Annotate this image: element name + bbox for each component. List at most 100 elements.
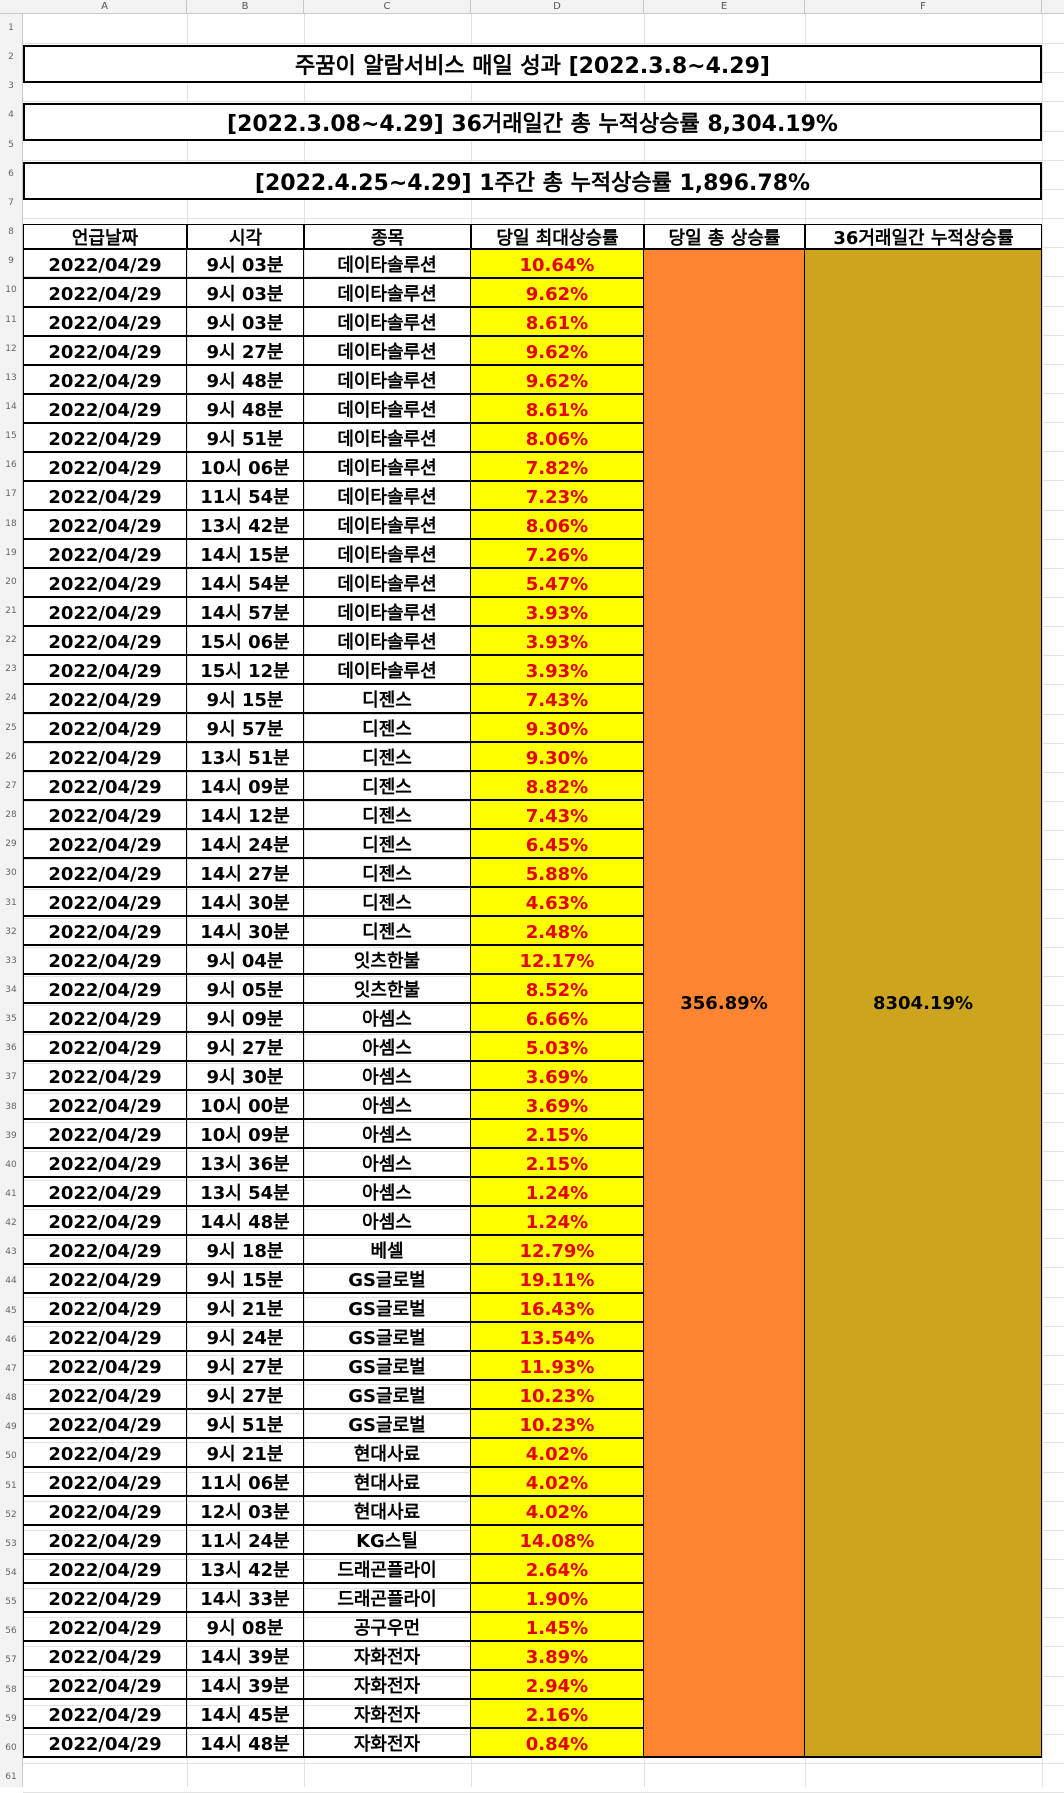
- time-cell[interactable]: 14시 30분: [187, 917, 304, 947]
- mention-date-cell[interactable]: 2022/04/29: [23, 1439, 187, 1469]
- time-cell[interactable]: 11시 06분: [187, 1468, 304, 1498]
- row-number[interactable]: 33: [5, 955, 17, 966]
- row-number[interactable]: 54: [5, 1567, 17, 1578]
- row-number[interactable]: 28: [5, 810, 17, 821]
- time-cell[interactable]: 9시 27분: [187, 1033, 304, 1063]
- time-cell[interactable]: 15시 12분: [187, 656, 304, 686]
- time-cell[interactable]: 9시 08분: [187, 1613, 304, 1643]
- column-header-e[interactable]: E: [644, 0, 805, 13]
- row-number[interactable]: 51: [5, 1480, 17, 1491]
- max-gain-cell[interactable]: 4.02%: [471, 1497, 644, 1527]
- max-gain-cell[interactable]: 0.84%: [471, 1729, 644, 1759]
- stock-name-cell[interactable]: 아셈스: [304, 1091, 471, 1121]
- stock-name-cell[interactable]: 데이타솔루션: [304, 424, 471, 454]
- row-number[interactable]: 30: [5, 868, 17, 879]
- mention-date-cell[interactable]: 2022/04/29: [23, 1555, 187, 1585]
- mention-date-cell[interactable]: 2022/04/29: [23, 250, 187, 280]
- row-number[interactable]: 43: [5, 1247, 17, 1258]
- time-cell[interactable]: 9시 27분: [187, 337, 304, 367]
- mention-date-cell[interactable]: 2022/04/29: [23, 1091, 187, 1121]
- row-number[interactable]: 37: [5, 1072, 17, 1083]
- mention-date-cell[interactable]: 2022/04/29: [23, 801, 187, 831]
- stock-name-cell[interactable]: GS글로벌: [304, 1410, 471, 1440]
- mention-date-cell[interactable]: 2022/04/29: [23, 1323, 187, 1353]
- mention-date-cell[interactable]: 2022/04/29: [23, 859, 187, 889]
- max-gain-cell[interactable]: 5.47%: [471, 569, 644, 599]
- time-cell[interactable]: 14시 24분: [187, 830, 304, 860]
- time-cell[interactable]: 14시 39분: [187, 1642, 304, 1672]
- time-cell[interactable]: 9시 48분: [187, 366, 304, 396]
- stock-name-cell[interactable]: 데이타솔루션: [304, 656, 471, 686]
- max-gain-cell[interactable]: 7.82%: [471, 453, 644, 483]
- time-cell[interactable]: 14시 39분: [187, 1671, 304, 1701]
- row-number[interactable]: 7: [8, 197, 14, 208]
- stock-name-cell[interactable]: 디젠스: [304, 888, 471, 918]
- max-gain-cell[interactable]: 8.82%: [471, 772, 644, 802]
- max-gain-cell[interactable]: 8.06%: [471, 424, 644, 454]
- max-gain-cell[interactable]: 9.62%: [471, 337, 644, 367]
- time-cell[interactable]: 13시 42분: [187, 511, 304, 541]
- row-number[interactable]: 41: [5, 1189, 17, 1199]
- time-cell[interactable]: 13시 36분: [187, 1149, 304, 1179]
- row-number[interactable]: 34: [5, 984, 17, 995]
- column-header-c[interactable]: C: [304, 0, 471, 13]
- max-gain-cell[interactable]: 6.45%: [471, 830, 644, 860]
- mention-date-cell[interactable]: 2022/04/29: [23, 888, 187, 918]
- stock-name-cell[interactable]: 데이타솔루션: [304, 569, 471, 599]
- mention-date-cell[interactable]: 2022/04/29: [23, 714, 187, 744]
- stock-name-cell[interactable]: 드래곤플라이: [304, 1584, 471, 1614]
- stock-name-cell[interactable]: 데이타솔루션: [304, 482, 471, 512]
- row-number[interactable]: 45: [5, 1305, 17, 1316]
- row-number[interactable]: 5: [8, 139, 14, 150]
- row-number[interactable]: 29: [5, 839, 17, 850]
- stock-name-cell[interactable]: 아셈스: [304, 1033, 471, 1063]
- mention-date-cell[interactable]: 2022/04/29: [23, 1120, 187, 1150]
- mention-date-cell[interactable]: 2022/04/29: [23, 1700, 187, 1730]
- time-cell[interactable]: 10시 09분: [187, 1120, 304, 1150]
- time-cell[interactable]: 9시 57분: [187, 714, 304, 744]
- row-number[interactable]: 57: [5, 1655, 17, 1666]
- max-gain-cell[interactable]: 2.48%: [471, 917, 644, 947]
- max-gain-cell[interactable]: 7.43%: [471, 801, 644, 831]
- time-cell[interactable]: 9시 05분: [187, 975, 304, 1005]
- mention-date-cell[interactable]: 2022/04/29: [23, 424, 187, 454]
- weekly-return-banner[interactable]: [2022.4.25~4.29] 1주간 총 누적상승률 1,896.78%: [23, 161, 1042, 200]
- mention-date-cell[interactable]: 2022/04/29: [23, 1236, 187, 1266]
- mention-date-cell[interactable]: 2022/04/29: [23, 1497, 187, 1527]
- row-number[interactable]: 32: [5, 926, 17, 937]
- row-number[interactable]: 6: [8, 168, 14, 179]
- row-number[interactable]: 38: [5, 1101, 17, 1112]
- time-cell[interactable]: 9시 48분: [187, 395, 304, 425]
- stock-name-cell[interactable]: 공구우먼: [304, 1613, 471, 1643]
- mention-date-cell[interactable]: 2022/04/29: [23, 540, 187, 570]
- max-gain-cell[interactable]: 14.08%: [471, 1526, 644, 1556]
- stock-name-cell[interactable]: KG스틸: [304, 1526, 471, 1556]
- time-cell[interactable]: 10시 06분: [187, 453, 304, 483]
- mention-date-cell[interactable]: 2022/04/29: [23, 1265, 187, 1295]
- stock-name-cell[interactable]: 디젠스: [304, 830, 471, 860]
- row-number[interactable]: 17: [5, 489, 17, 500]
- column-title-4[interactable]: 당일 최대상승률: [471, 224, 644, 251]
- mention-date-cell[interactable]: 2022/04/29: [23, 1613, 187, 1643]
- stock-name-cell[interactable]: 디젠스: [304, 743, 471, 773]
- column-title-1[interactable]: 언급날짜: [23, 224, 187, 251]
- max-gain-cell[interactable]: 2.16%: [471, 1700, 644, 1730]
- time-cell[interactable]: 9시 15분: [187, 685, 304, 715]
- max-gain-cell[interactable]: 8.52%: [471, 975, 644, 1005]
- time-cell[interactable]: 14시 33분: [187, 1584, 304, 1614]
- row-number[interactable]: 49: [5, 1422, 17, 1433]
- max-gain-cell[interactable]: 10.23%: [471, 1381, 644, 1411]
- row-number[interactable]: 31: [5, 897, 17, 908]
- row-number[interactable]: 13: [5, 372, 17, 383]
- mention-date-cell[interactable]: 2022/04/29: [23, 1207, 187, 1237]
- mention-date-cell[interactable]: 2022/04/29: [23, 366, 187, 396]
- max-gain-cell[interactable]: 19.11%: [471, 1265, 644, 1295]
- stock-name-cell[interactable]: 아셈스: [304, 1149, 471, 1179]
- time-cell[interactable]: 9시 03분: [187, 279, 304, 309]
- stock-name-cell[interactable]: GS글로벌: [304, 1265, 471, 1295]
- max-gain-cell[interactable]: 12.79%: [471, 1236, 644, 1266]
- row-number[interactable]: 56: [5, 1626, 17, 1637]
- stock-name-cell[interactable]: 디젠스: [304, 772, 471, 802]
- mention-date-cell[interactable]: 2022/04/29: [23, 1004, 187, 1034]
- max-gain-cell[interactable]: 13.54%: [471, 1323, 644, 1353]
